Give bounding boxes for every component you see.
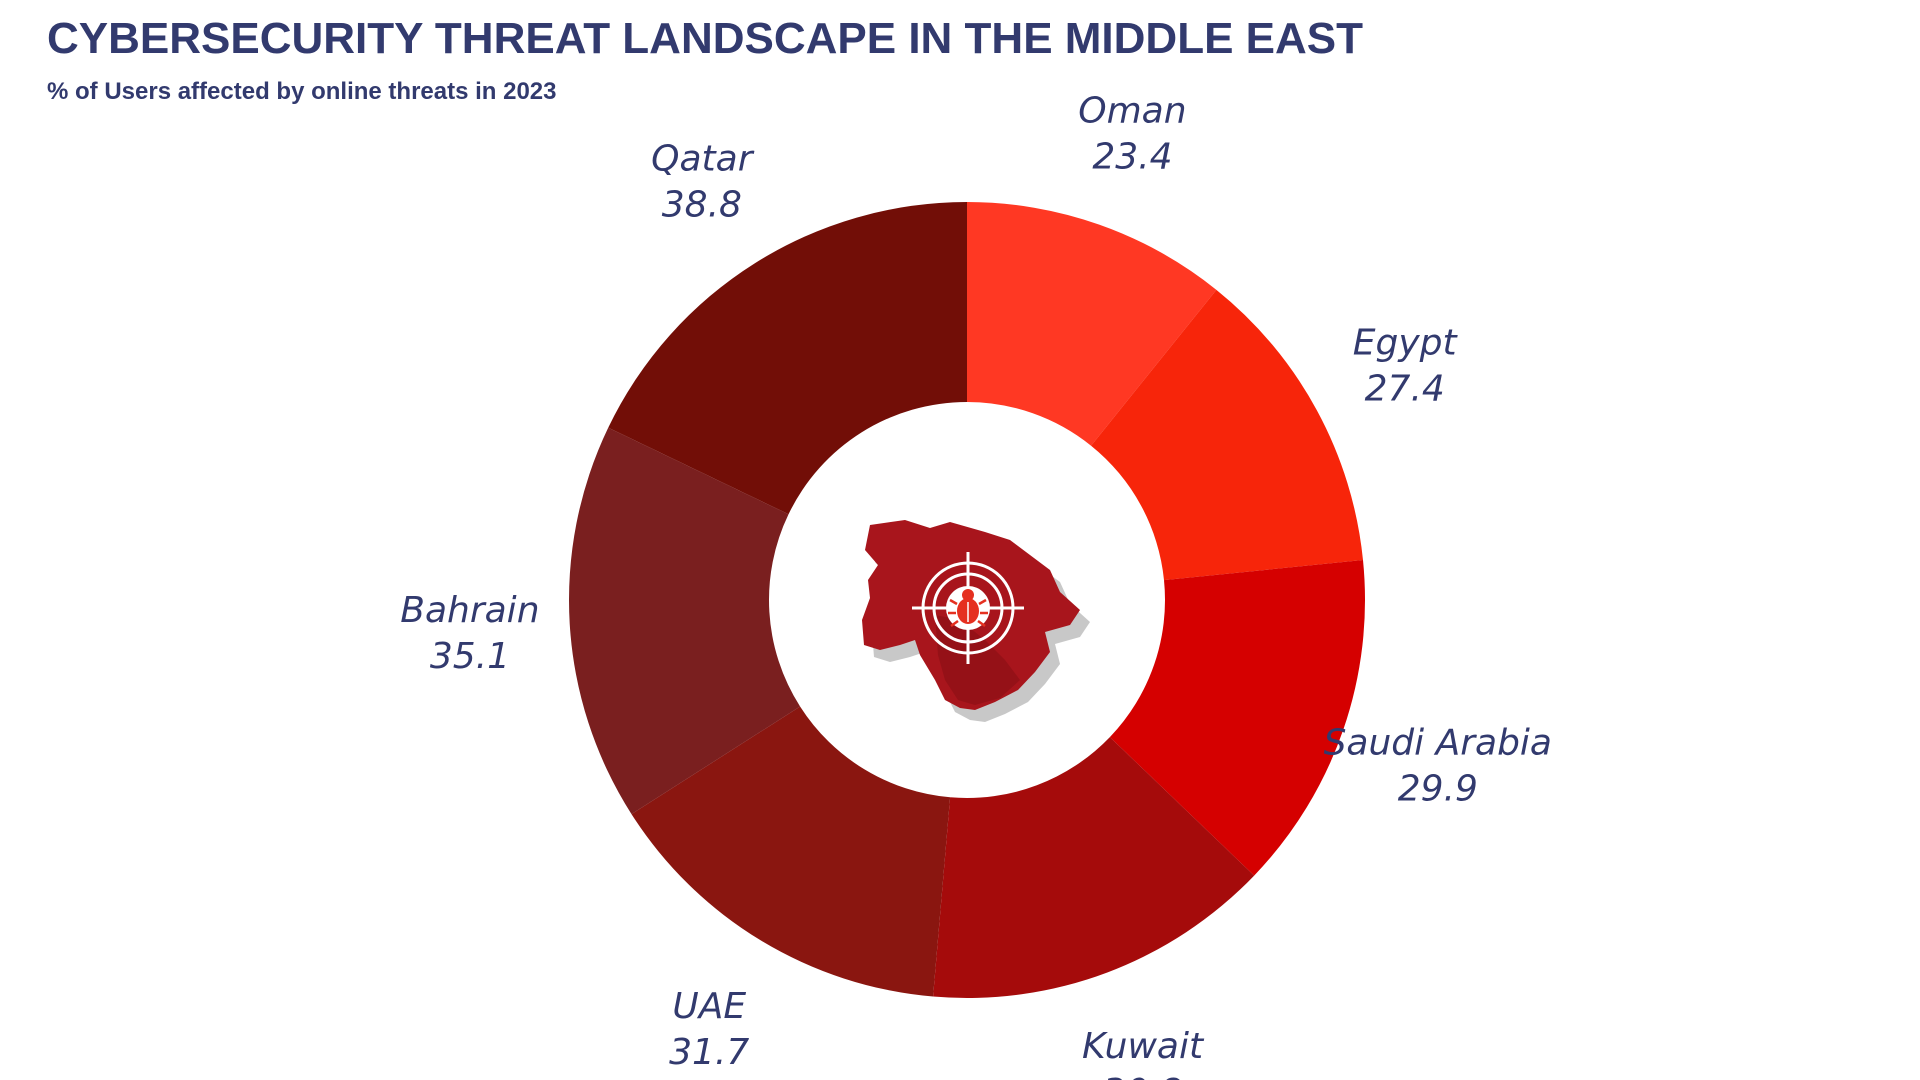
label-value: 38.8 <box>662 184 742 225</box>
label-category: Saudi Arabia <box>1324 722 1552 763</box>
label-value: 31.7 <box>669 1032 749 1073</box>
label-category: Qatar <box>651 138 755 179</box>
label-category: Kuwait <box>1082 1026 1205 1067</box>
bug-target-icon <box>912 552 1024 664</box>
slice-labels: Oman 23.4 Egypt 27.4 Saudi Arabia 29.9 Kuwait 3… <box>400 90 1552 1080</box>
label-category: UAE <box>672 986 746 1027</box>
data-label-uae: UAE 31.7 <box>669 986 749 1073</box>
data-label-oman: Oman 23.4 <box>1078 90 1186 177</box>
data-label-bahrain: Bahrain 35.1 <box>400 590 539 677</box>
chart-subtitle: % of Users affected by online threats in… <box>47 78 557 105</box>
slice-oman <box>967 202 1217 446</box>
label-category: Bahrain <box>400 590 539 631</box>
label-value: 30.8 <box>1103 1072 1183 1080</box>
donut-slices <box>568 201 1365 998</box>
label-value: 27.4 <box>1365 369 1445 410</box>
slice-qatar <box>608 201 967 515</box>
chart-title: CYBERSECURITY THREAT LANDSCAPE IN THE MI… <box>47 14 1364 63</box>
slice-saudi-arabia <box>1109 560 1365 876</box>
label-value: 23.4 <box>1092 136 1172 177</box>
data-label-qatar: Qatar 38.8 <box>651 138 755 225</box>
label-category: Oman <box>1078 90 1186 131</box>
label-category: Egypt <box>1353 323 1459 364</box>
slice-bahrain <box>568 427 801 815</box>
label-value: 35.1 <box>430 636 510 677</box>
data-label-kuwait: Kuwait 30.8 <box>1082 1026 1205 1080</box>
data-label-egypt: Egypt 27.4 <box>1353 323 1459 410</box>
label-value: 29.9 <box>1398 768 1478 809</box>
slice-egypt <box>1091 289 1363 581</box>
slice-uae <box>631 706 951 997</box>
slice-kuwait <box>933 737 1255 998</box>
data-label-saudi-arabia: Saudi Arabia 29.9 <box>1324 722 1552 809</box>
